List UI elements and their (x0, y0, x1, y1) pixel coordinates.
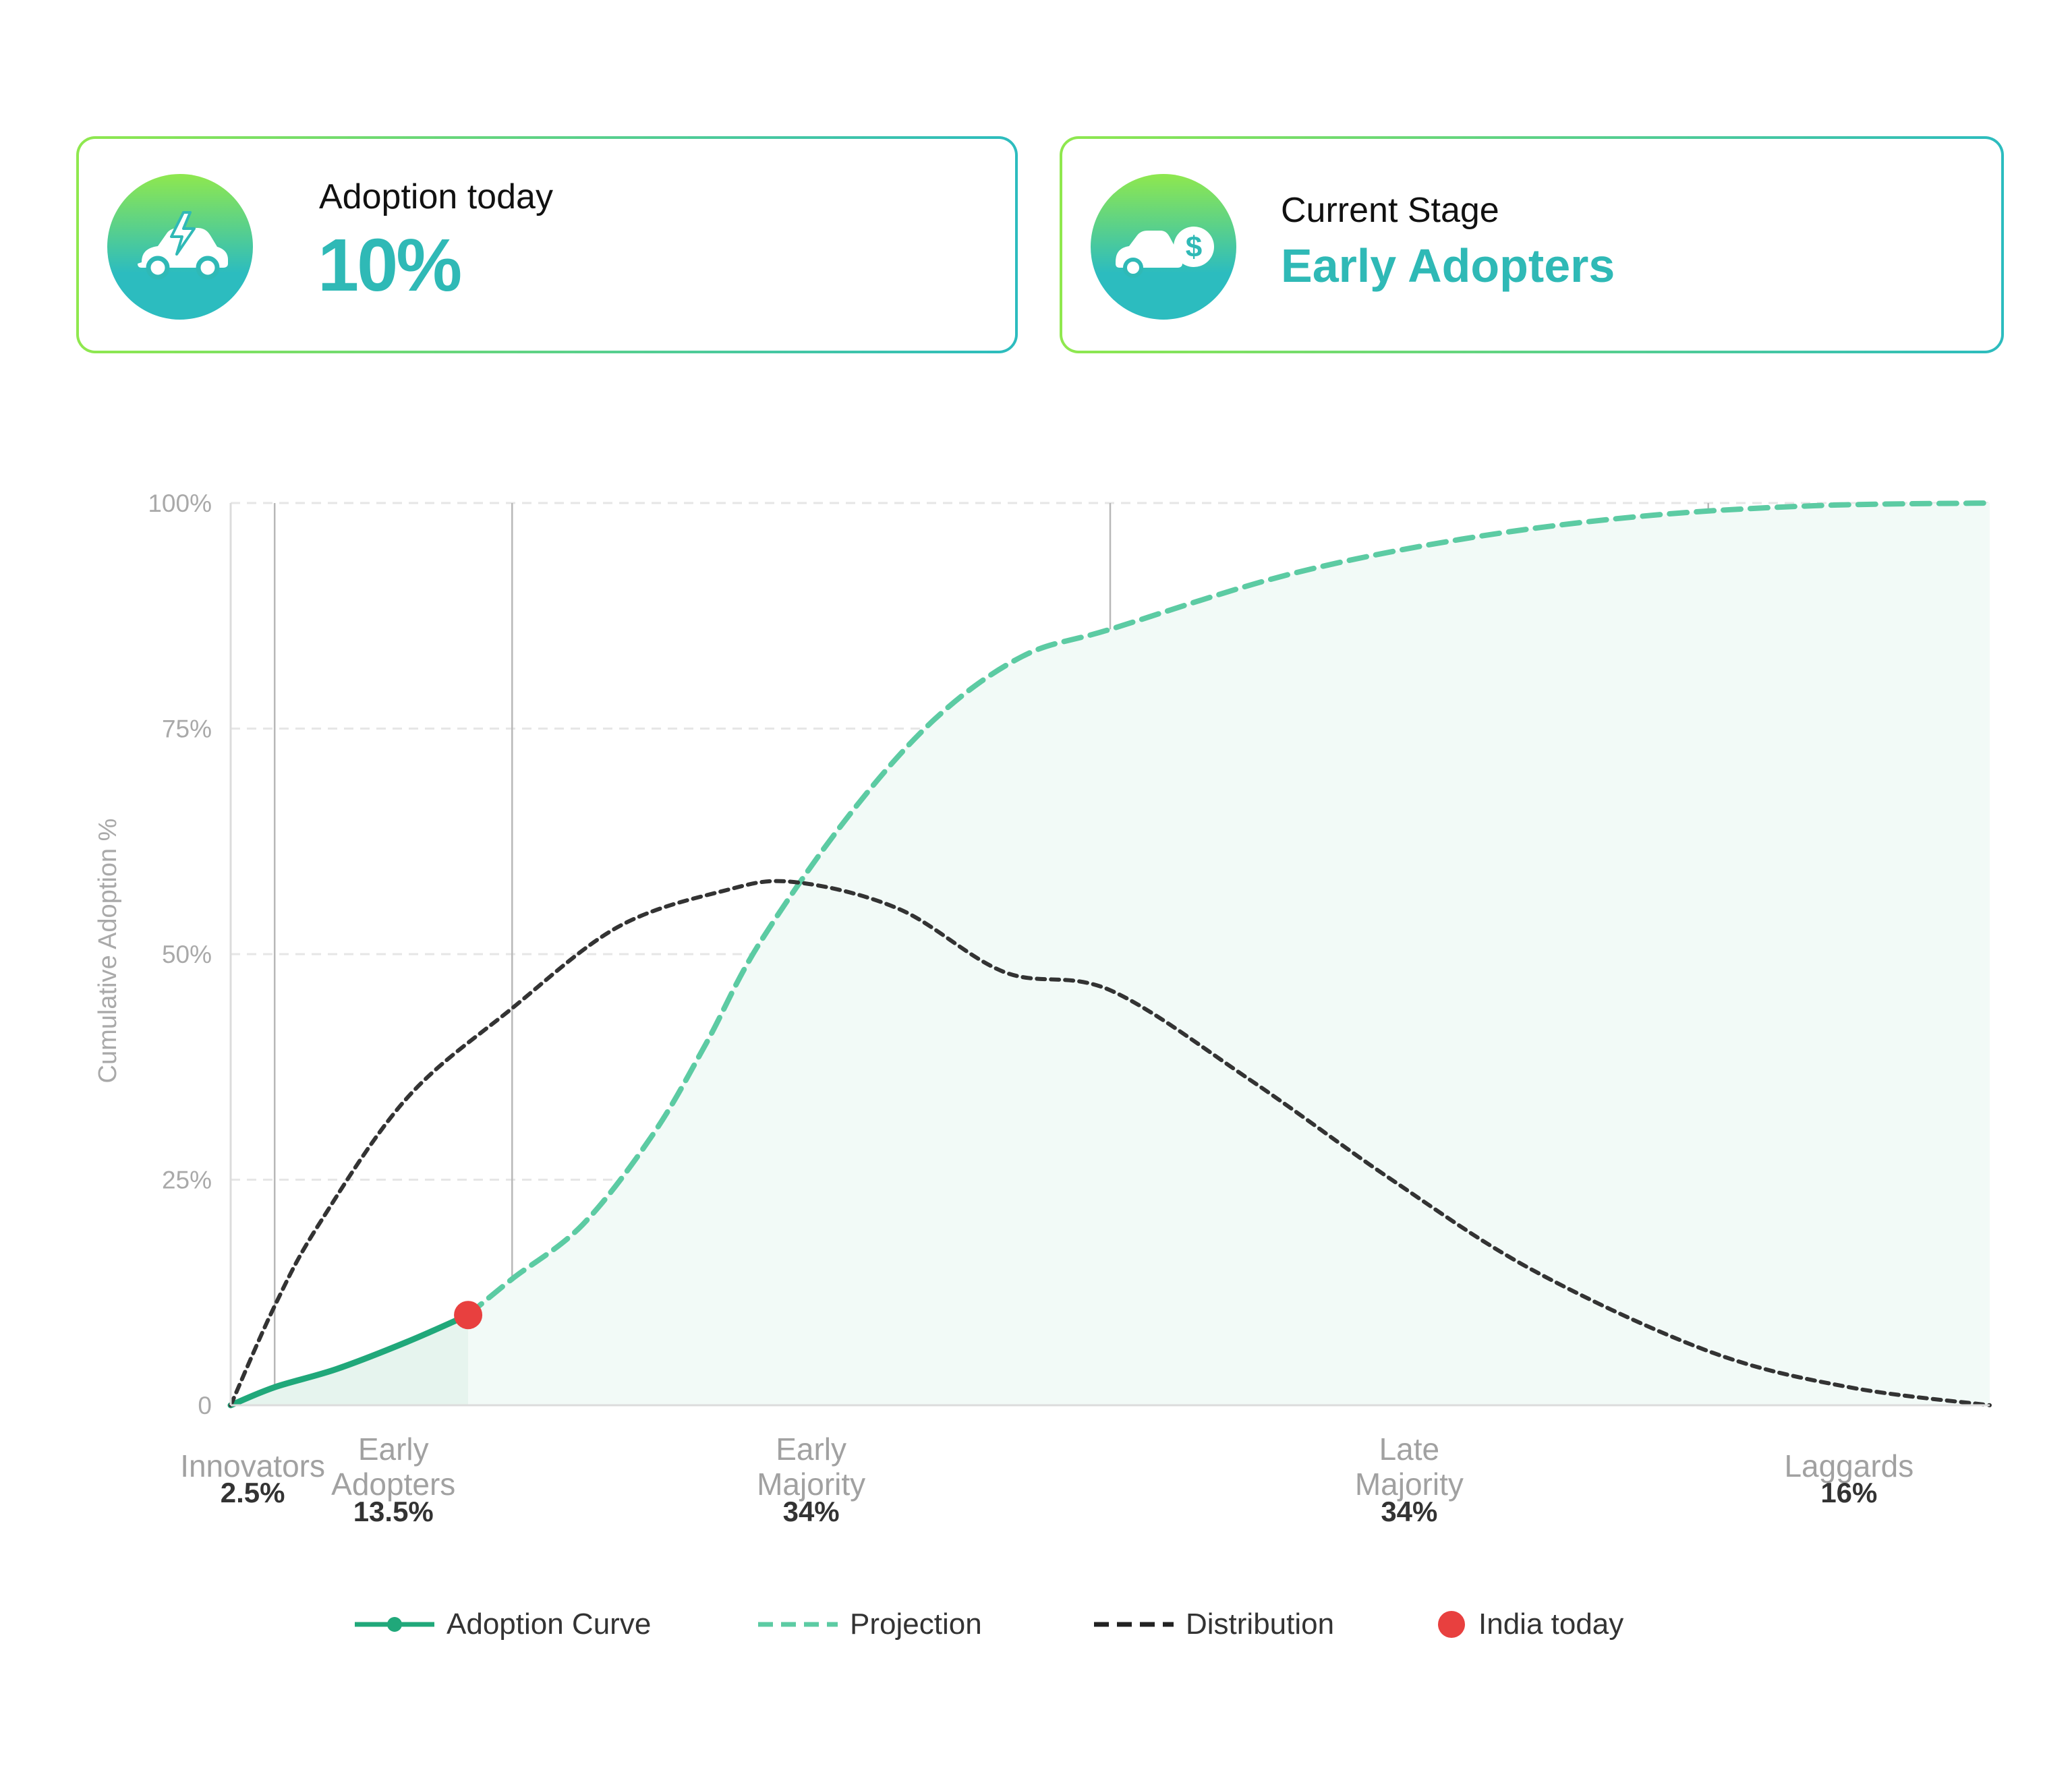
segment-name: Majority (1355, 1467, 1464, 1502)
car-dollar-icon: $ (1091, 174, 1236, 320)
card-value: 10% (318, 224, 462, 307)
card-value: Early Adopters (1281, 239, 1615, 292)
y-tick-label: 25% (162, 1167, 212, 1194)
y-tick-label: 75% (162, 715, 212, 743)
adoption-curve-line (227, 1312, 471, 1409)
electric-car-icon (107, 174, 253, 320)
india-today-marker (454, 1301, 483, 1330)
legend-label: Adoption Curve (447, 1608, 652, 1641)
legend-projection: Projection (758, 1601, 982, 1648)
legend-india-today: India today (1437, 1601, 1623, 1648)
projection-area (468, 503, 1990, 1405)
legend-label: Distribution (1186, 1608, 1335, 1641)
segment-name: Adopters (331, 1467, 455, 1502)
y-axis-title: Cumulative Adoption % (94, 819, 122, 1084)
segment-share: 2.5% (221, 1477, 285, 1508)
india-today-swatch (1438, 1611, 1465, 1638)
card-label: Current Stage (1281, 191, 1499, 230)
current-stage-card: $ Current Stage Early Adopters (1060, 136, 2004, 353)
y-tick-label: 50% (162, 941, 212, 968)
svg-text:$: $ (1186, 231, 1202, 264)
y-tick-label: 0 (198, 1392, 212, 1419)
distribution-swatch (1094, 1622, 1174, 1627)
segment-name: Early (358, 1432, 429, 1467)
distribution-line (229, 879, 1992, 1407)
card-label: Adoption today (319, 177, 553, 216)
legend-adoption-curve: Adoption Curve (355, 1601, 651, 1648)
y-tick-label: 100% (148, 490, 212, 517)
adoption-curve-swatch (355, 1617, 434, 1632)
projection-swatch (758, 1622, 838, 1627)
segment-share: 13.5% (353, 1496, 434, 1527)
segment-name: Late (1379, 1432, 1440, 1467)
legend-label: India today (1478, 1608, 1624, 1641)
segment-share: 16% (1820, 1477, 1877, 1508)
segment-share: 34% (783, 1496, 840, 1527)
segment-name: Early (776, 1432, 846, 1467)
legend-label: Projection (850, 1608, 982, 1641)
segment-name: Innovators (180, 1448, 325, 1483)
legend-distribution: Distribution (1094, 1601, 1334, 1648)
projection-line (465, 500, 1992, 1318)
segment-name: Laggards (1784, 1448, 1913, 1483)
segment-name: Majority (757, 1467, 865, 1502)
adoption-today-card: Adoption today 10% (76, 136, 1018, 353)
segment-share: 34% (1381, 1496, 1437, 1527)
